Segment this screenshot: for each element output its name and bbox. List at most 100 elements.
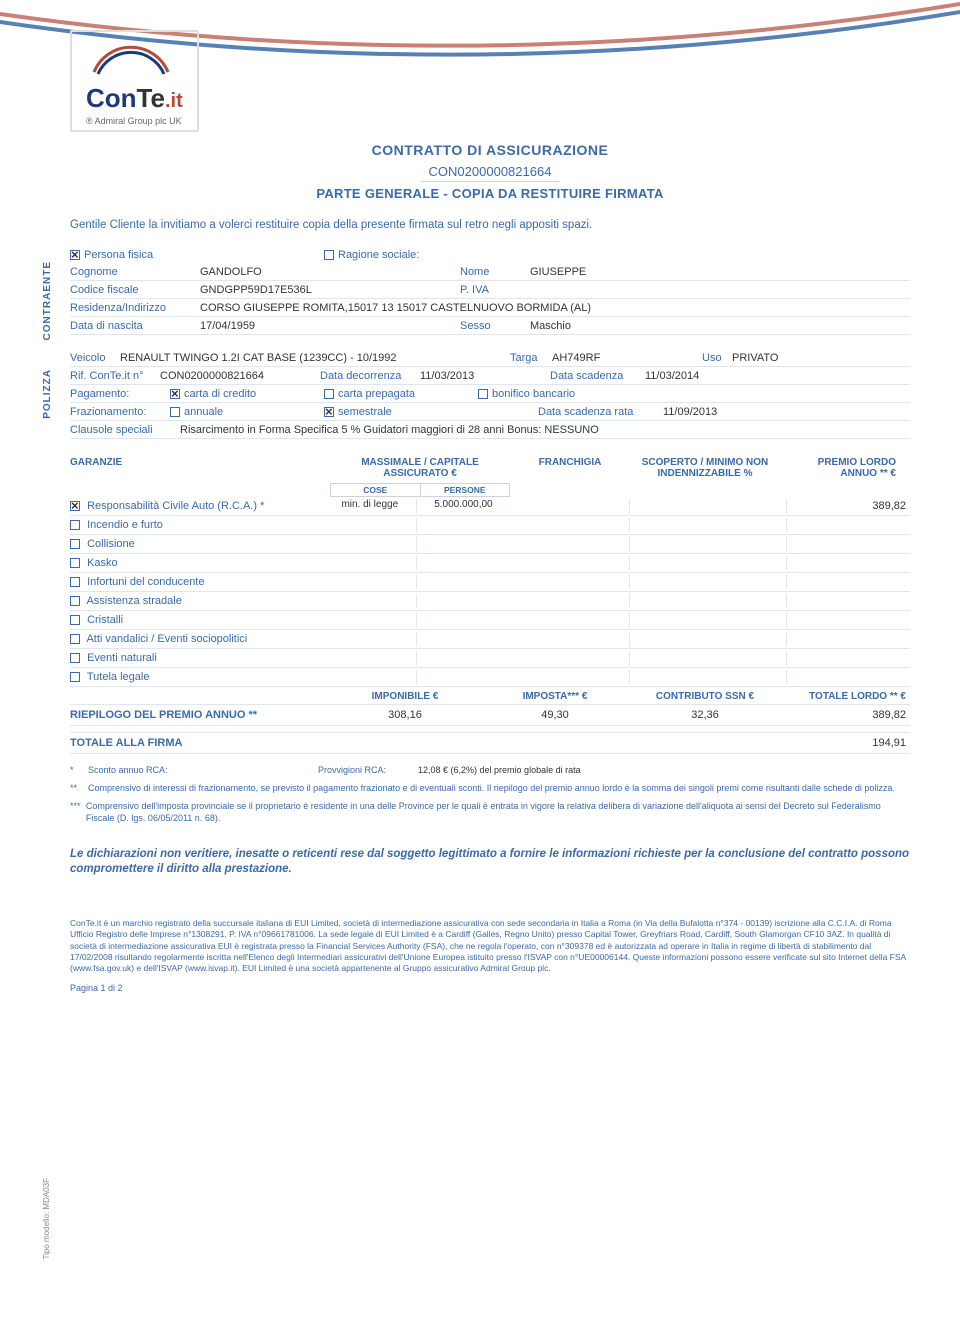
- garanzia-cose: [327, 575, 412, 589]
- chk-garanzia: [70, 615, 80, 625]
- garanzia-name: Incendio e furto: [87, 519, 163, 531]
- lbl-semestrale: semestrale: [338, 406, 538, 418]
- garanzia-name: Tutela legale: [87, 671, 150, 683]
- totale-firma-lbl: TOTALE ALLA FIRMA: [70, 737, 790, 749]
- chk-garanzia: [70, 634, 80, 644]
- val-residenza: CORSO GIUSEPPE ROMITA,15017 13 15017 CAS…: [200, 302, 591, 314]
- chk-garanzia: [70, 577, 80, 587]
- riepilogo-imposta: 49,30: [480, 709, 630, 721]
- val-sesso: Maschio: [530, 320, 571, 332]
- val-scadenza: 11/03/2014: [645, 370, 699, 382]
- totale-firma-val: 194,91: [790, 737, 910, 749]
- lbl-scadenza: Data scadenza: [550, 370, 645, 382]
- chk-bonifico: [478, 389, 488, 399]
- lbl-sesso: Sesso: [460, 320, 530, 332]
- lbl-pagamento: Pagamento:: [70, 388, 170, 400]
- hdr-ssn: CONTRIBUTO SSN €: [630, 691, 780, 702]
- lbl-cf: Codice fiscale: [70, 284, 200, 296]
- garanzia-persone: [421, 518, 506, 532]
- lbl-piva: P. IVA: [460, 284, 489, 296]
- lbl-residenza: Residenza/Indirizzo: [70, 302, 200, 314]
- section-contraente: CONTRAENTE: [42, 261, 53, 340]
- footer-legal: ConTe.it è un marchio registrato della s…: [70, 918, 910, 975]
- riepilogo-imp: 308,16: [330, 709, 480, 721]
- chk-garanzia: [70, 558, 80, 568]
- garanzia-cose: min. di legge: [327, 499, 412, 513]
- declaration: Le dichiarazioni non veritiere, inesatte…: [70, 847, 910, 878]
- lbl-nome: Nome: [460, 266, 530, 278]
- lbl-bonifico: bonifico bancario: [492, 388, 575, 400]
- val-cognome: GANDOLFO: [200, 266, 460, 278]
- garanzia-name: Assistenza stradale: [86, 595, 181, 607]
- lbl-uso: Uso: [702, 352, 732, 364]
- chk-garanzia: [70, 596, 80, 606]
- garanzia-row: Tutela legale: [70, 668, 910, 687]
- garanzia-name: Infortuni del conducente: [87, 576, 204, 588]
- subhdr-persone: PERSONE: [420, 483, 511, 497]
- lbl-dob: Data di nascita: [70, 320, 200, 332]
- val-rata: 11/09/2013: [663, 406, 717, 418]
- chk-garanzia: [70, 672, 80, 682]
- riepilogo-tot: 389,82: [780, 709, 910, 721]
- note1-provv: Provvigioni RCA:: [318, 764, 418, 776]
- garanzia-persone: [421, 575, 506, 589]
- hdr-garanzie: GARANZIE: [70, 457, 330, 479]
- lbl-frazionamento: Frazionamento:: [70, 406, 170, 418]
- garanzia-name: Kasko: [87, 557, 118, 569]
- garanzia-name: Responsabilità Civile Auto (R.C.A.) *: [87, 500, 264, 512]
- garanzia-persone: [421, 537, 506, 551]
- lbl-cognome: Cognome: [70, 266, 200, 278]
- lbl-annuale: annuale: [184, 406, 324, 418]
- hdr-franchigia: FRANCHIGIA: [510, 457, 630, 479]
- doc-title: CONTRATTO DI ASSICURAZIONE: [70, 142, 910, 158]
- garanzia-persone: [421, 651, 506, 665]
- chk-garanzia: [70, 501, 80, 511]
- logo-tagline: ® Admiral Group plc UK: [86, 116, 183, 126]
- chk-garanzia: [70, 539, 80, 549]
- garanzia-row: Collisione: [70, 535, 910, 554]
- val-uso: PRIVATO: [732, 352, 778, 364]
- intro-text: Gentile Cliente la invitiamo a volerci r…: [70, 219, 910, 231]
- garanzia-persone: [421, 556, 506, 570]
- subhdr-cose: COSE: [330, 483, 420, 497]
- garanzia-name: Collisione: [87, 538, 135, 550]
- garanzia-persone: [421, 594, 506, 608]
- contract-number: CON0200000821664: [421, 162, 560, 182]
- lbl-veicolo: Veicolo: [70, 352, 120, 364]
- page-number: Pagina 1 di 2: [70, 983, 910, 993]
- garanzia-premio: 389,82: [791, 500, 910, 512]
- lbl-rif: Rif. ConTe.it n°: [70, 370, 160, 382]
- note3-text: Comprensivo dell'imposta provinciale se …: [86, 800, 910, 824]
- garanzia-row: Incendio e furto: [70, 516, 910, 535]
- note1-star: *: [70, 764, 88, 776]
- garanzia-cose: [327, 632, 412, 646]
- lbl-carta-credito: carta di credito: [184, 388, 324, 400]
- val-rif: CON0200000821664: [160, 370, 320, 382]
- garanzia-row: Cristalli: [70, 611, 910, 630]
- val-targa: AH749RF: [552, 352, 702, 364]
- lbl-rata: Data scadenza rata: [538, 406, 663, 418]
- garanzia-cose: [327, 537, 412, 551]
- chk-garanzia: [70, 520, 80, 530]
- riepilogo-lbl: RIEPILOGO DEL PREMIO ANNUO **: [70, 709, 330, 721]
- garanzia-name: Cristalli: [87, 614, 123, 626]
- garanzia-cose: [327, 556, 412, 570]
- note1-val: 12,08 € (6,2%) del premio globale di rat…: [418, 764, 581, 776]
- chk-garanzia: [70, 653, 80, 663]
- garanzia-row: Eventi naturali: [70, 649, 910, 668]
- garanzia-persone: [421, 613, 506, 627]
- garanzia-row: Kasko: [70, 554, 910, 573]
- chk-persona-fisica: [70, 250, 80, 260]
- section-polizza: POLIZZA: [42, 369, 53, 419]
- val-decorrenza: 11/03/2013: [420, 370, 550, 382]
- garanzia-cose: [327, 613, 412, 627]
- hdr-premio: PREMIO LORDO ANNUO ** €: [780, 457, 900, 479]
- garanzia-row: Atti vandalici / Eventi sociopolitici: [70, 630, 910, 649]
- chk-semestrale: [324, 407, 334, 417]
- lbl-carta-prepagata: carta prepagata: [338, 388, 478, 400]
- note2-star: **: [70, 782, 88, 794]
- chk-carta-credito: [170, 389, 180, 399]
- val-cf: GNDGPP59D17E536L: [200, 284, 460, 296]
- garanzia-persone: [421, 670, 506, 684]
- lbl-persona-fisica: Persona fisica: [84, 249, 324, 261]
